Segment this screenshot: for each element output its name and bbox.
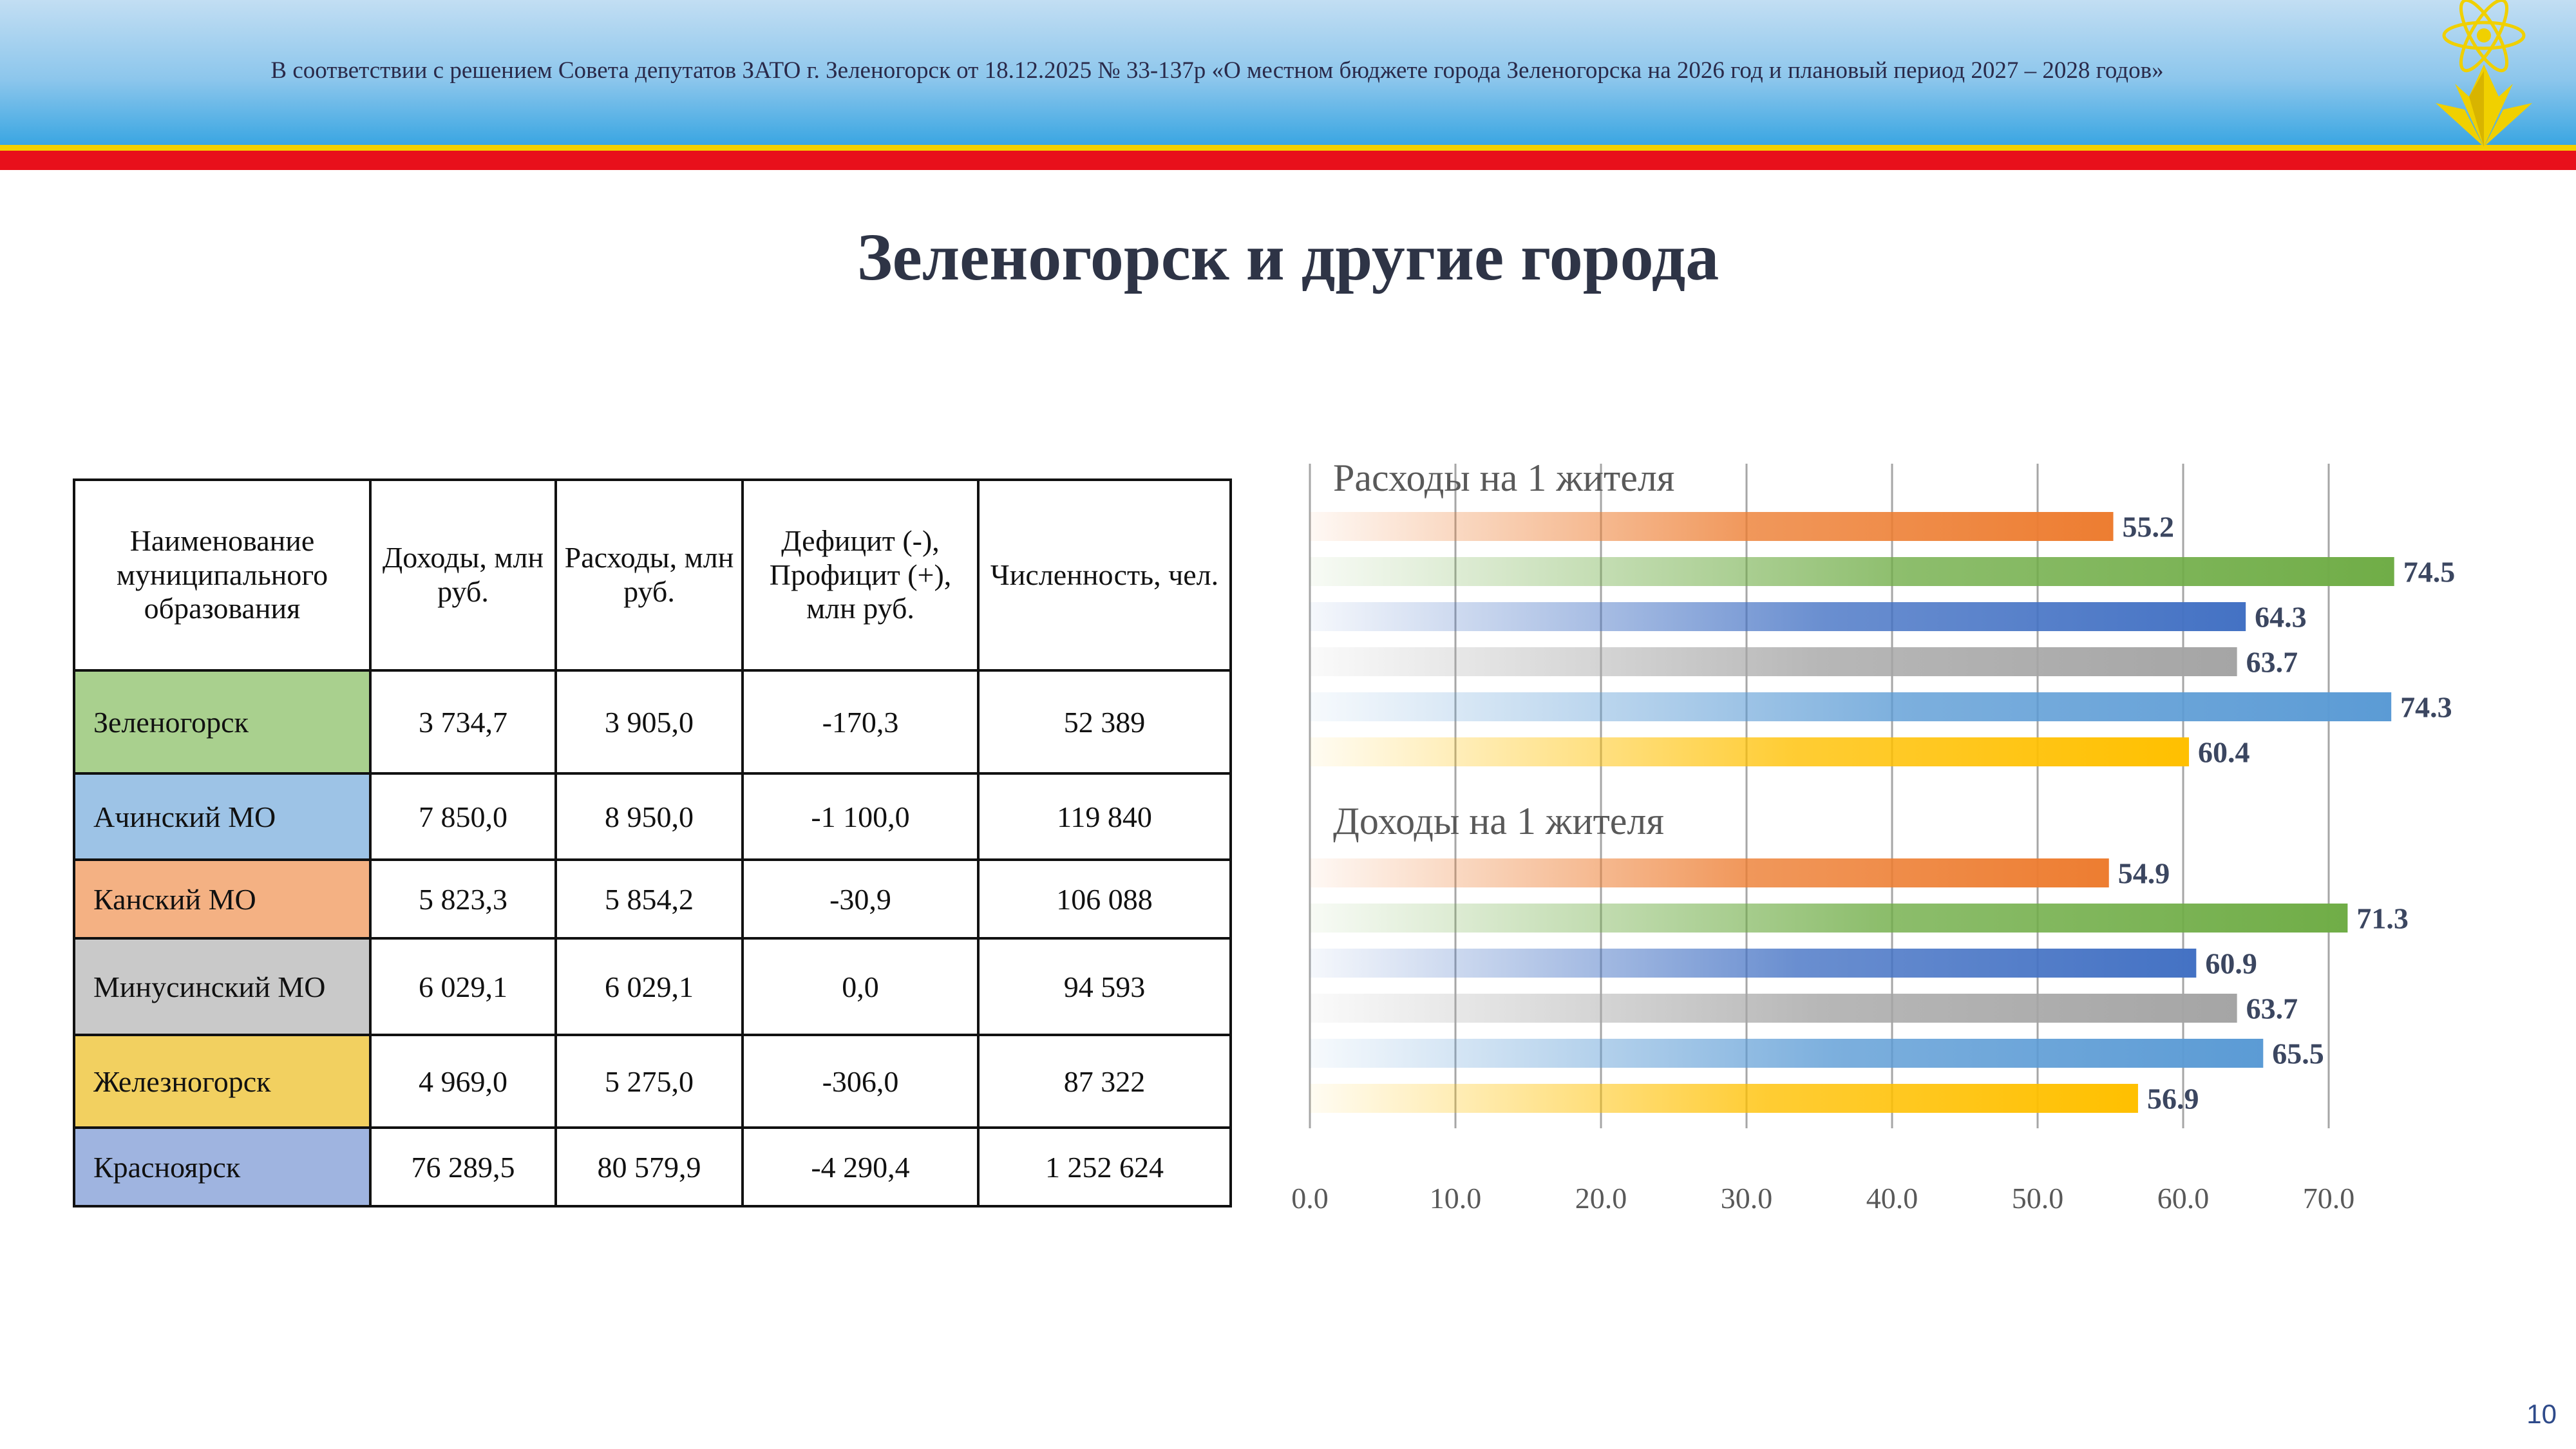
table-row: Ачинский МО 7 850,0 8 950,0 -1 100,0 119 840	[73, 772, 1232, 861]
population-cell: 94 593	[977, 937, 1232, 1036]
expense-cell: 5 854,2	[554, 858, 744, 940]
balance-cell: 0,0	[741, 937, 980, 1036]
x-tick-label: 20.0	[1575, 1182, 1627, 1215]
column-header: Доходы, млн руб.	[369, 478, 557, 672]
cities-budget-table: Наименование муниципального образования …	[73, 478, 1232, 1208]
balance-cell: -1 100,0	[741, 772, 980, 861]
group-title: Расходы на 1 жителя	[1333, 457, 1674, 499]
municipality-name-cell: Минусинский МО	[73, 937, 372, 1036]
x-tick-label: 30.0	[1721, 1182, 1773, 1215]
bar-value-label: 74.5	[2403, 556, 2456, 589]
income-cell: 3 734,7	[369, 669, 557, 775]
bar-value-label: 54.9	[2118, 857, 2170, 890]
bar-value-label: 64.3	[2255, 601, 2307, 634]
table-row: Канский МО 5 823,3 5 854,2 -30,9 106 088	[73, 858, 1232, 940]
expense-cell: 8 950,0	[554, 772, 744, 861]
bar	[1310, 512, 2114, 541]
table-row: Зеленогорск 3 734,7 3 905,0 -170,3 52 389	[73, 669, 1232, 775]
population-cell: 1 252 624	[977, 1126, 1232, 1208]
table-row: Железногорск 4 969,0 5 275,0 -306,0 87 322	[73, 1034, 1232, 1129]
balance-cell: -4 290,4	[741, 1126, 980, 1208]
header-stripe-red	[0, 151, 2576, 170]
bar-value-label: 63.7	[2246, 992, 2298, 1025]
municipality-name-cell: Зеленогорск	[73, 669, 372, 775]
municipality-name-cell: Красноярск	[73, 1126, 372, 1208]
bar	[1310, 1084, 2138, 1113]
bar	[1310, 994, 2237, 1023]
page-number: 10	[2526, 1399, 2557, 1429]
column-header: Наименование муниципального образования	[73, 478, 372, 672]
page-title: Зеленогорск и другие города	[857, 220, 1719, 294]
bar-value-label: 56.9	[2147, 1083, 2199, 1115]
bar-value-label: 74.3	[2400, 691, 2452, 724]
x-tick-label: 0.0	[1291, 1182, 1329, 1215]
balance-cell: -30,9	[741, 858, 980, 940]
income-cell: 7 850,0	[369, 772, 557, 861]
municipality-name-cell: Железногорск	[73, 1034, 372, 1129]
column-header: Дефицит (-), Профицит (+), млн руб.	[741, 478, 980, 672]
city-emblem-icon	[2436, 0, 2532, 147]
expense-cell: 80 579,9	[554, 1126, 744, 1208]
bar-value-label: 60.4	[2198, 736, 2250, 769]
header-banner: В соответствии с решением Совета депутат…	[0, 0, 2576, 145]
income-cell: 76 289,5	[369, 1126, 557, 1208]
group-title: Доходы на 1 жителя	[1333, 800, 1664, 842]
bar	[1310, 737, 2190, 766]
population-cell: 52 389	[977, 669, 1232, 775]
x-tick-label: 50.0	[2012, 1182, 2064, 1215]
x-tick-label: 40.0	[1866, 1182, 1918, 1215]
population-cell: 87 322	[977, 1034, 1232, 1129]
table-row: Красноярск 76 289,5 80 579,9 -4 290,4 1 252 …	[73, 1126, 1232, 1208]
bar-value-label: 65.5	[2272, 1037, 2324, 1070]
population-cell: 119 840	[977, 772, 1232, 861]
x-tick-label: 70.0	[2303, 1182, 2355, 1215]
expense-cell: 5 275,0	[554, 1034, 744, 1129]
bar	[1310, 1039, 2264, 1068]
income-cell: 5 823,3	[369, 858, 557, 940]
income-cell: 6 029,1	[369, 937, 557, 1036]
bar	[1310, 602, 2246, 631]
bar	[1310, 904, 2348, 933]
balance-cell: -170,3	[741, 669, 980, 775]
municipality-name-cell: Канский МО	[73, 858, 372, 940]
balance-cell: -306,0	[741, 1034, 980, 1129]
bar	[1310, 647, 2237, 676]
column-header: Расходы, млн руб.	[554, 478, 744, 672]
column-header: Численность, чел.	[977, 478, 1232, 672]
bar	[1310, 949, 2197, 978]
expense-cell: 6 029,1	[554, 937, 744, 1036]
x-tick-label: 10.0	[1430, 1182, 1482, 1215]
population-cell: 106 088	[977, 858, 1232, 940]
header-stripe-yellow	[0, 145, 2576, 151]
bar-value-label: 71.3	[2356, 902, 2409, 935]
bar	[1310, 692, 2392, 721]
bar-value-label: 63.7	[2246, 646, 2298, 679]
bar-value-label: 60.9	[2205, 947, 2257, 980]
bar	[1310, 557, 2394, 586]
table-header-row: Наименование муниципального образования …	[73, 478, 1232, 672]
municipality-name-cell: Ачинский МО	[73, 772, 372, 861]
header-text: В соответствии с решением Совета депутат…	[270, 57, 2164, 84]
x-tick-label: 60.0	[2157, 1182, 2210, 1215]
income-cell: 4 969,0	[369, 1034, 557, 1129]
bar-value-label: 55.2	[2123, 511, 2175, 544]
table-row: Минусинский МО 6 029,1 6 029,1 0,0 94 593	[73, 937, 1232, 1036]
bar	[1310, 858, 2109, 887]
expense-cell: 3 905,0	[554, 669, 744, 775]
